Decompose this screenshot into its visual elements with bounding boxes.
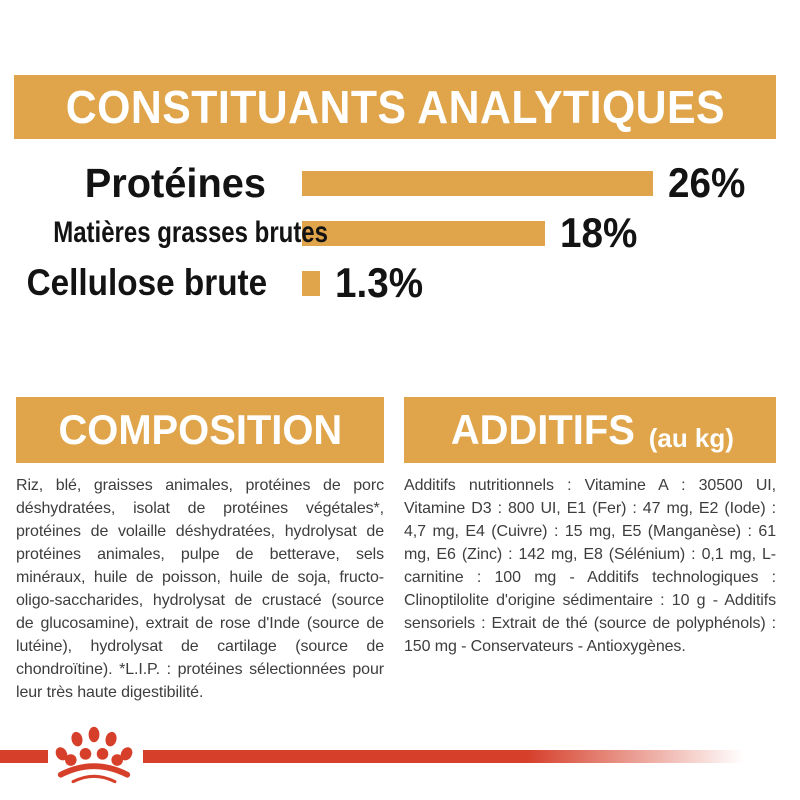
additives-section: ADDITIFS (au kg) Additifs nutritionnels … <box>404 397 776 658</box>
brand-divider-line-left <box>0 750 48 763</box>
analytical-constituents-banner: CONSTITUANTS ANALYTIQUES <box>14 75 776 139</box>
additives-unit-suffix: (au kg) <box>648 422 734 453</box>
composition-heading-banner: COMPOSITION <box>16 397 384 463</box>
bar-fill <box>302 170 653 196</box>
bar-row: Cellulose brute 1.3% <box>0 258 800 308</box>
brand-divider-line-right <box>143 750 744 763</box>
additives-heading: ADDITIFS <box>450 406 635 453</box>
banner-title: CONSTITUANTS ANALYTIQUES <box>65 81 725 133</box>
composition-section: COMPOSITION Riz, blé, graisses animales,… <box>16 397 384 704</box>
nutrient-bar-chart: Protéines 26% Matières grasses brutes 18… <box>0 158 800 308</box>
composition-heading: COMPOSITION <box>58 406 342 453</box>
additives-body: Additifs nutritionnels : Vitamine A : 30… <box>404 477 776 655</box>
crown-paw-logo-icon <box>55 726 133 784</box>
bar-value: 18% <box>560 209 638 256</box>
additives-heading-banner: ADDITIFS (au kg) <box>404 397 776 463</box>
bar-fill <box>302 270 320 296</box>
bar-row: Protéines 26% <box>0 158 800 208</box>
bar-label: Cellulose brute <box>26 262 268 303</box>
bar-value: 1.3% <box>334 259 423 306</box>
bar-label: Protéines <box>84 159 267 206</box>
bar-row: Matières grasses brutes 18% <box>0 208 800 258</box>
bar-value: 26% <box>668 159 746 206</box>
composition-body: Riz, blé, graisses animales, protéines d… <box>16 477 384 701</box>
bar-fill <box>302 220 545 246</box>
bar-label: Matières grasses brutes <box>53 216 329 249</box>
